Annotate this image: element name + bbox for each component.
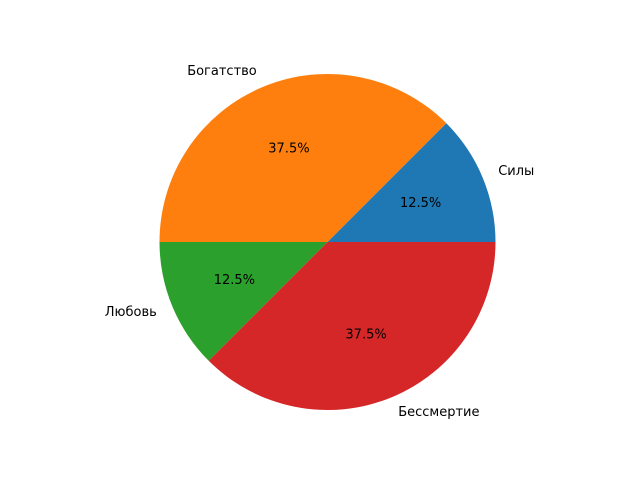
pie-slice-любовь (159, 242, 328, 361)
category-label-любовь: Любовь (105, 305, 157, 320)
pie-slice-силы (327, 123, 496, 242)
pie-slices (159, 73, 496, 410)
percent-label-богатство: 37.5% (268, 141, 309, 156)
category-label-богатство: Богатство (187, 64, 257, 79)
pie-labels: Силы 12.5% Богатство 37.5% Любовь 12.5% Бессме… (105, 64, 535, 420)
percent-label-любовь: 12.5% (214, 273, 255, 288)
percent-label-силы: 12.5% (400, 196, 441, 211)
percent-label-бессмертие: 37.5% (345, 328, 386, 343)
category-label-силы: Силы (498, 164, 534, 179)
pie-slice-богатство (159, 73, 447, 242)
category-label-бессмертие: Бессмертие (398, 405, 479, 420)
pie-slice-бессмертие (208, 242, 496, 410)
